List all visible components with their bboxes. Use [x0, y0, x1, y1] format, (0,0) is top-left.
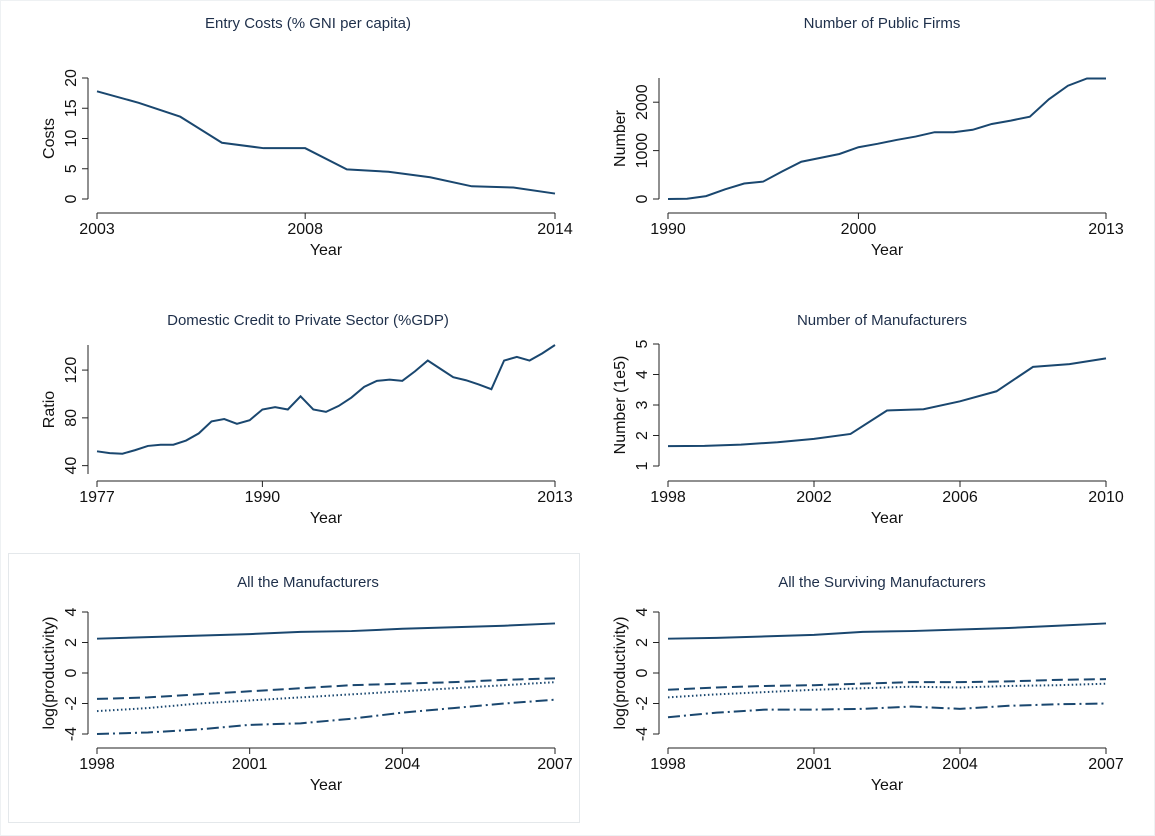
- y-axis-title: Costs: [41, 118, 58, 159]
- panel-frame: [8, 553, 580, 823]
- x-tick-label: 2001: [796, 756, 832, 773]
- y-tick-label: 10: [63, 130, 80, 148]
- chart-title: Entry Costs (% GNI per capita): [205, 15, 411, 32]
- x-tick-label: 2007: [1088, 756, 1124, 773]
- series-line: [667, 702, 1107, 719]
- y-tick-label: -2: [63, 696, 80, 710]
- y-tick-label: 80: [63, 409, 80, 427]
- x-tick-label: 1990: [245, 489, 281, 506]
- y-tick-label: 1: [634, 461, 651, 470]
- y-tick-label: 4: [634, 607, 651, 616]
- x-tick-label: 2004: [385, 756, 421, 773]
- y-tick-label: 1000: [634, 133, 651, 169]
- x-axis-title: Year: [871, 510, 904, 527]
- y-tick-label: 2000: [634, 84, 651, 120]
- x-axis-title: Year: [310, 777, 343, 794]
- y-tick-label: 3: [634, 400, 651, 409]
- y-tick-label: 4: [634, 370, 651, 379]
- series-line: [96, 344, 556, 455]
- y-tick-label: -4: [63, 727, 80, 741]
- x-tick-label: 2006: [942, 489, 978, 506]
- chart-title: Number of Public Firms: [804, 15, 961, 32]
- series-line: [667, 682, 1107, 699]
- y-tick-label: 5: [634, 339, 651, 348]
- series-line: [96, 681, 556, 713]
- x-tick-label: 2001: [232, 756, 268, 773]
- y-tick-label: 0: [634, 194, 651, 203]
- x-tick-label: 2004: [942, 756, 978, 773]
- x-tick-label: 2010: [1088, 489, 1124, 506]
- x-axis-title: Year: [310, 242, 343, 259]
- series-line: [667, 678, 1107, 691]
- y-axis-title: log(productivity): [612, 617, 629, 730]
- y-tick-label: 2: [634, 638, 651, 647]
- series-line: [96, 677, 556, 700]
- x-tick-label: 2008: [287, 221, 323, 238]
- chart-title: All the Surviving Manufacturers: [778, 574, 986, 591]
- y-tick-label: 5: [63, 164, 80, 173]
- x-axis-title: Year: [871, 242, 904, 259]
- series-line: [96, 90, 556, 195]
- series-line: [667, 622, 1107, 640]
- y-tick-label: 15: [63, 99, 80, 117]
- x-tick-label: 2014: [537, 221, 573, 238]
- series-line: [667, 77, 1106, 200]
- x-tick-label: 2013: [537, 489, 573, 506]
- y-tick-label: 4: [63, 607, 80, 616]
- x-tick-label: 1977: [79, 489, 115, 506]
- x-tick-label: 2000: [841, 221, 877, 238]
- x-tick-label: 1990: [650, 221, 686, 238]
- y-tick-label: -2: [634, 696, 651, 710]
- x-tick-label: 2007: [537, 756, 573, 773]
- x-axis-title: Year: [310, 510, 343, 527]
- x-tick-label: 2013: [1088, 221, 1124, 238]
- y-tick-label: 120: [63, 357, 80, 384]
- y-axis-title: Ratio: [41, 391, 58, 428]
- y-axis-title: log(productivity): [41, 617, 58, 730]
- y-tick-label: -4: [634, 727, 651, 741]
- y-tick-label: 0: [634, 668, 651, 677]
- chart-title: Domestic Credit to Private Sector (%GDP): [167, 312, 449, 329]
- y-tick-label: 40: [63, 457, 80, 475]
- y-tick-label: 0: [63, 194, 80, 203]
- series-line: [667, 357, 1107, 448]
- series-line: [96, 698, 556, 735]
- x-tick-label: 1998: [650, 489, 686, 506]
- x-axis-title: Year: [871, 777, 904, 794]
- x-tick-label: 1998: [650, 756, 686, 773]
- y-tick-label: 0: [63, 668, 80, 677]
- y-tick-label: 2: [63, 638, 80, 647]
- chart-title: All the Manufacturers: [237, 574, 379, 591]
- y-axis-title: Number (1e5): [612, 356, 629, 455]
- x-tick-label: 2003: [79, 221, 115, 238]
- y-axis-title: Number: [612, 109, 629, 167]
- y-tick-label: 2: [634, 431, 651, 440]
- chart-title: Number of Manufacturers: [797, 312, 967, 329]
- x-tick-label: 2002: [796, 489, 832, 506]
- y-tick-label: 20: [63, 69, 80, 87]
- x-tick-label: 1998: [79, 756, 115, 773]
- series-line: [96, 622, 556, 640]
